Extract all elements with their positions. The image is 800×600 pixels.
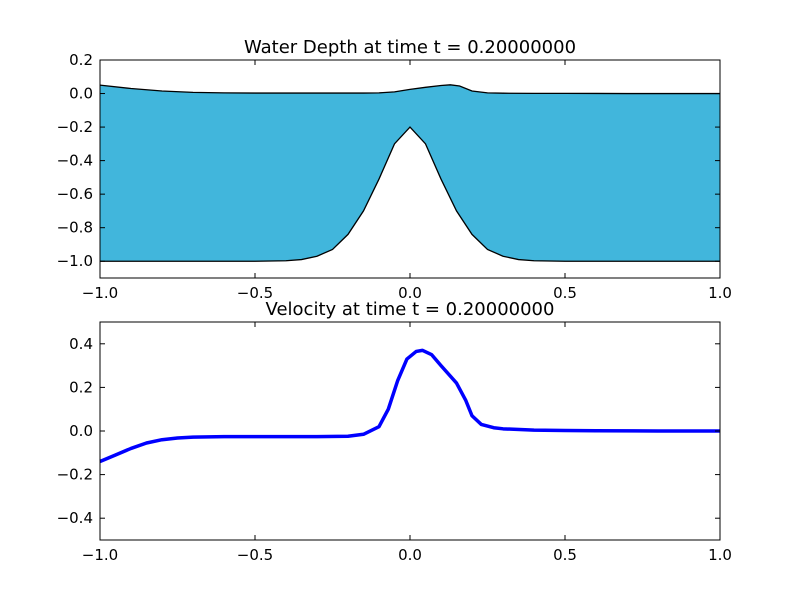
water-depth-plot-area: −1.0 −0.5 0.0 0.5 1.0 −1.0 −0.8 −0.6 −0.4 −0.2 0.0… xyxy=(57,51,732,302)
bottom-topography-line xyxy=(100,126,720,262)
depth-y-tick-label: 0.2 xyxy=(69,51,93,69)
depth-x-tick-label: −1.0 xyxy=(82,284,118,302)
velocity-y-tick-label: −0.4 xyxy=(57,509,93,527)
velocity-panel: Velocity at time t = 0.20000000 −1.0 −0.5… xyxy=(57,299,732,564)
depth-x-tick-label: 0.0 xyxy=(398,284,422,302)
depth-x-tick-label: 0.5 xyxy=(553,284,577,302)
velocity-y-tick-label: 0.0 xyxy=(69,422,93,440)
velocity-y-tick-label: 0.4 xyxy=(69,335,93,353)
depth-y-tick-label: −1.0 xyxy=(57,252,93,270)
velocity-x-tick-label: 0.5 xyxy=(553,546,577,564)
velocity-y-tick-label: −0.2 xyxy=(57,466,93,484)
velocity-y-tick-label: 0.2 xyxy=(69,378,93,396)
water-depth-title: Water Depth at time t = 0.20000000 xyxy=(244,37,576,58)
depth-y-tick-label: −0.2 xyxy=(57,118,93,136)
velocity-title: Velocity at time t = 0.20000000 xyxy=(266,299,555,320)
depth-y-tick-label: −0.8 xyxy=(57,219,93,237)
depth-x-tick-label: −0.5 xyxy=(237,284,273,302)
water-depth-panel: Water Depth at time t = 0.20000000 −1.0−… xyxy=(57,37,732,302)
depth-y-tick-label: −0.6 xyxy=(57,185,93,203)
velocity-x-tick-label: 1.0 xyxy=(708,546,732,564)
depth-axes-frame xyxy=(99,59,721,279)
velocity-x-tick-label: −0.5 xyxy=(237,546,273,564)
velocity-x-tick-label: 0.0 xyxy=(398,546,422,564)
water-surface-line xyxy=(99,84,720,95)
depth-y-tick-label: −0.4 xyxy=(57,152,93,170)
depth-x-tick-label: 1.0 xyxy=(708,284,732,302)
velocity-plot-area: −1.0 −0.5 0.0 0.5 1.0 −0.4 −0.2 0.0 0.2 0.4 xyxy=(57,321,732,564)
velocity-axes-frame xyxy=(99,321,721,541)
water-fill-area xyxy=(100,84,720,262)
velocity-x-tick-label: −1.0 xyxy=(82,546,118,564)
velocity-line xyxy=(99,348,720,464)
depth-y-tick-label: 0.0 xyxy=(69,85,93,103)
